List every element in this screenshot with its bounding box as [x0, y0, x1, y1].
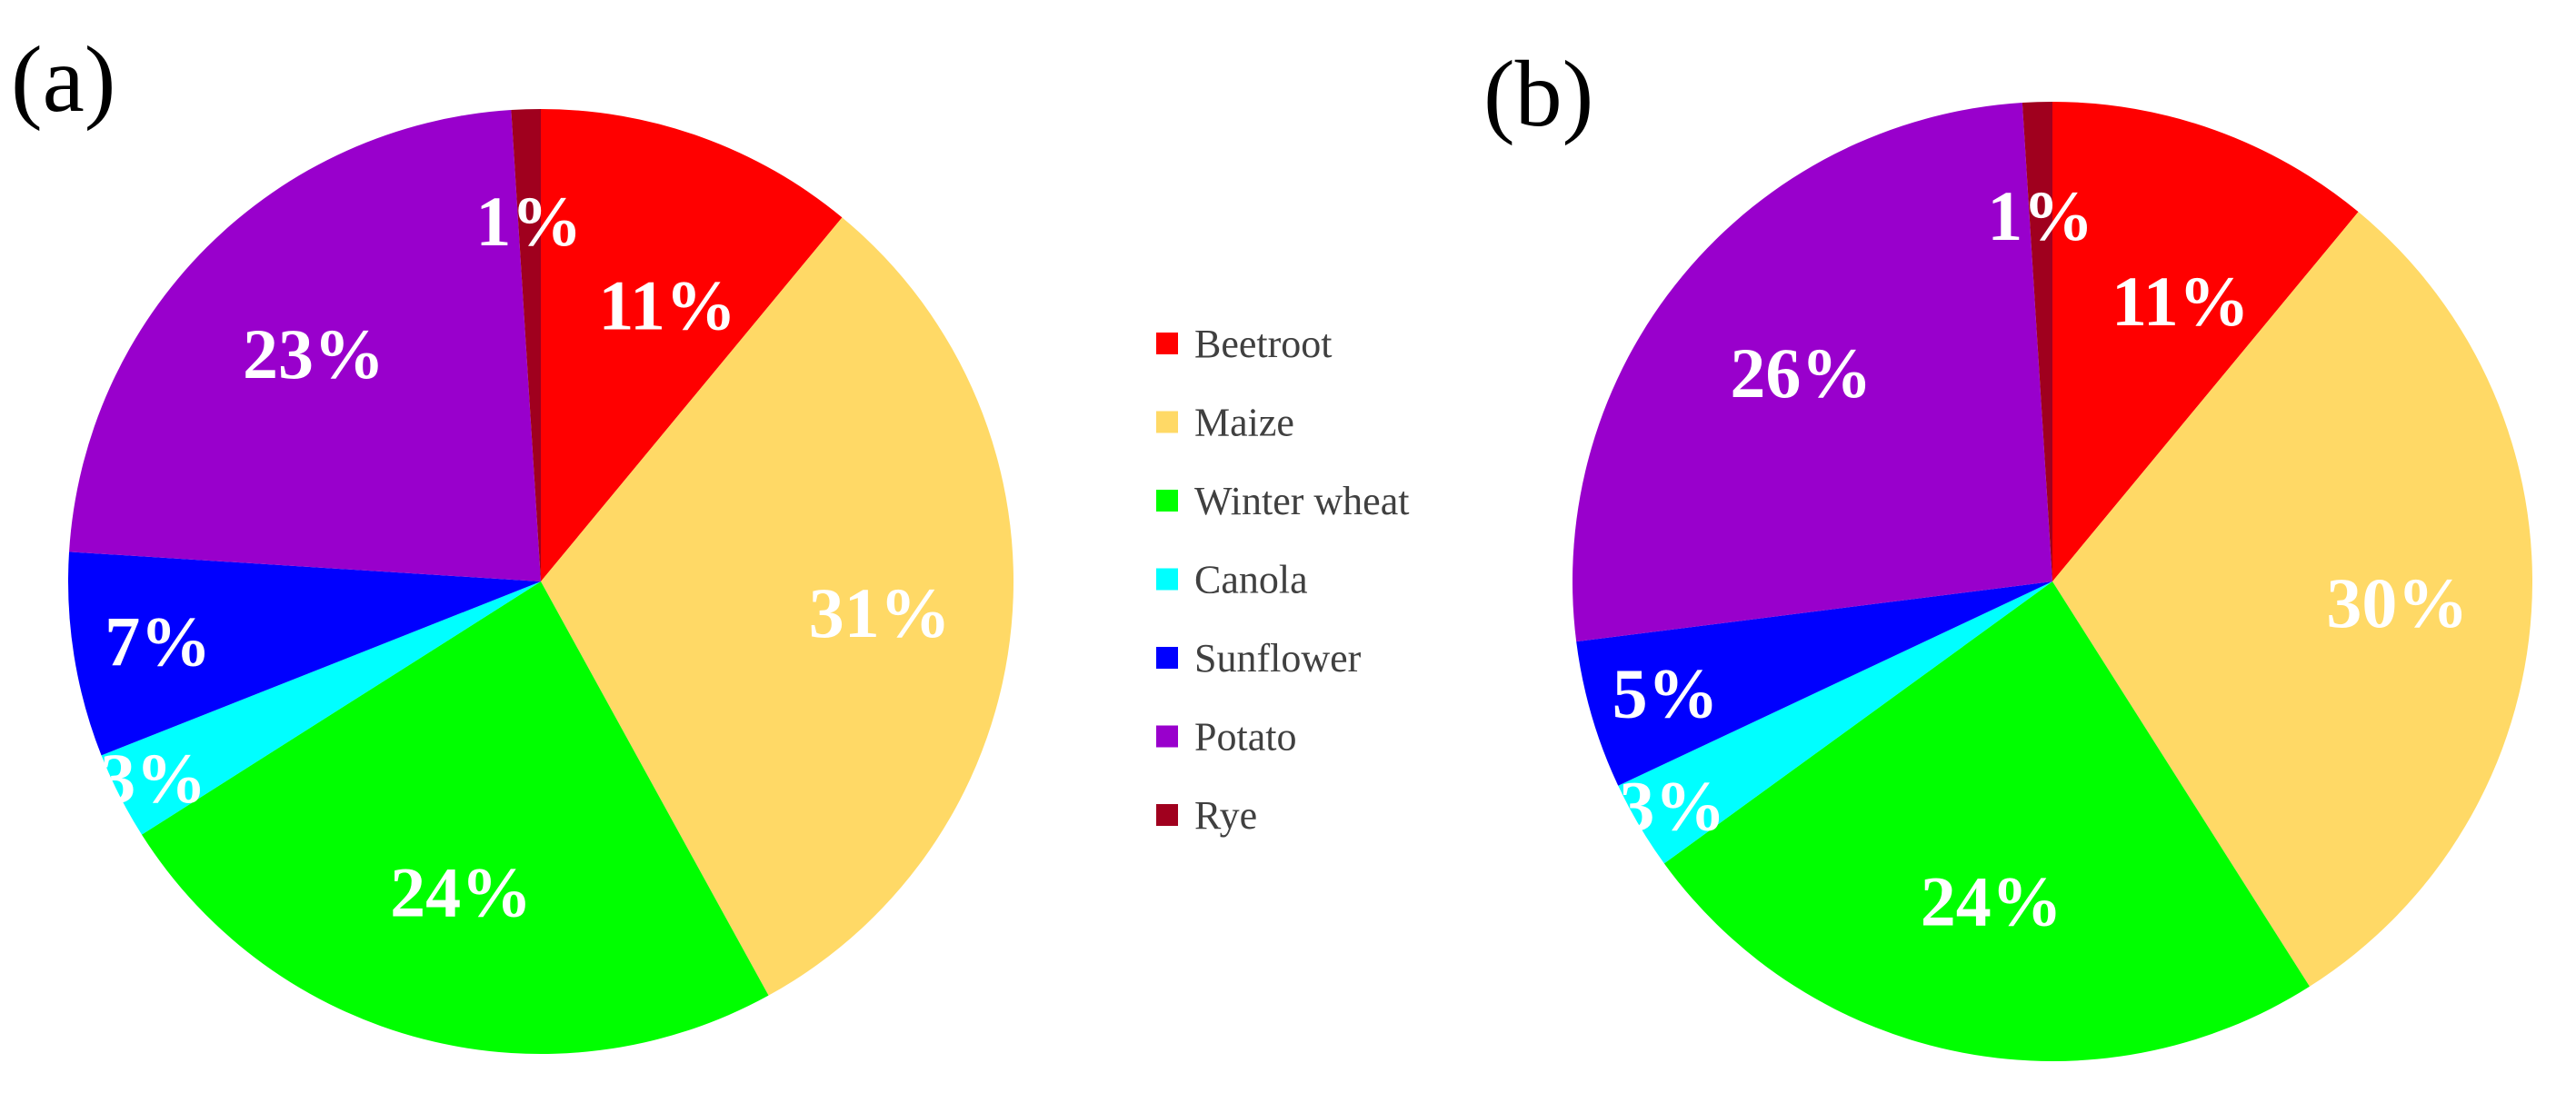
pie-slice-maize: [541, 217, 1014, 996]
pie-chart-a: 11% 31% 24% 3% 7% 23% 1%: [68, 109, 1014, 1054]
slice-label-potato: 23%: [243, 314, 384, 393]
pie-slice-potato: [69, 110, 541, 581]
legend-swatch-canola: [1156, 568, 1178, 591]
pie-slice-sunflower: [1576, 581, 2052, 786]
slice-label-rye: 1%: [1987, 176, 2093, 255]
pie-slice-canola: [1618, 581, 2052, 864]
legend-swatch-sunflower: [1156, 647, 1178, 669]
legend-swatch-rye: [1156, 804, 1178, 826]
slice-label-potato: 26%: [1730, 333, 1872, 412]
legend-label-rye: Rye: [1194, 793, 1257, 838]
legend: Beetroot Maize Winter wheat Canola Sunflower…: [1156, 322, 1409, 838]
slice-label-winter-wheat: 24%: [390, 853, 532, 932]
pie-slice-beetroot: [2052, 102, 2359, 581]
slice-label-winter-wheat: 24%: [1921, 862, 2062, 941]
pie-slice-potato: [1572, 103, 2052, 642]
legend-label-maize: Maize: [1194, 401, 1294, 445]
slice-label-sunflower: 5%: [1612, 654, 1719, 733]
slice-label-canola: 3%: [1619, 766, 1725, 845]
slice-label-beetroot: 11%: [598, 266, 736, 345]
slice-label-sunflower: 7%: [105, 602, 211, 681]
pie-slice-rye: [511, 109, 541, 581]
legend-swatch-winter-wheat: [1156, 490, 1178, 512]
pie-slice-canola: [101, 581, 542, 835]
legend-swatch-beetroot: [1156, 333, 1178, 354]
pie-slice-sunflower: [68, 551, 542, 756]
pie-slice-beetroot: [541, 109, 843, 581]
slice-label-beetroot: 11%: [2112, 262, 2250, 341]
pie-chart-b: 11% 30% 24% 3% 5% 26% 1%: [1572, 102, 2533, 1062]
pie-slice-rye: [2022, 102, 2052, 581]
slice-label-maize: 31%: [809, 573, 951, 652]
pie-slice-maize: [2052, 212, 2533, 987]
legend-swatch-potato: [1156, 725, 1178, 748]
pie-slice-winter-wheat: [141, 581, 769, 1054]
slice-label-maize: 30%: [2326, 563, 2468, 642]
legend-label-potato: Potato: [1194, 715, 1296, 760]
pie-slice-winter-wheat: [1663, 581, 2310, 1062]
panel-label-b: (b): [1483, 42, 1593, 146]
legend-label-winter-wheat: Winter wheat: [1194, 479, 1409, 523]
slice-label-rye: 1%: [475, 182, 582, 261]
legend-swatch-maize: [1156, 411, 1178, 433]
panel-label-a: (a): [11, 27, 115, 132]
legend-label-beetroot: Beetroot: [1194, 322, 1333, 366]
legend-label-sunflower: Sunflower: [1194, 636, 1362, 681]
legend-label-canola: Canola: [1194, 558, 1308, 602]
slice-label-canola: 3%: [100, 739, 206, 818]
